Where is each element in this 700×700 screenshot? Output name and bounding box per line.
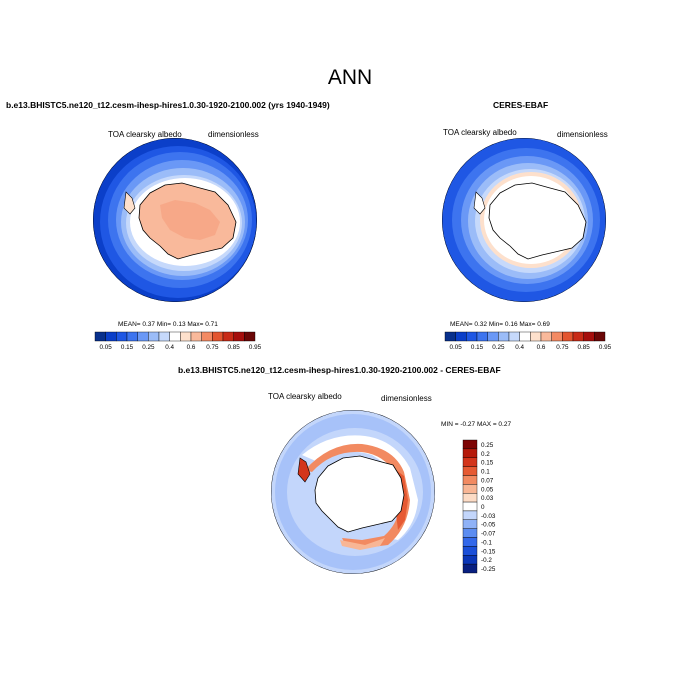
colorbar-swatch — [462, 546, 478, 556]
colorbar-tick-label: 0.6 — [537, 344, 546, 351]
colorbar-swatch — [462, 448, 478, 458]
colorbar-swatch — [94, 331, 106, 342]
colorbar-swatch — [462, 484, 478, 494]
panel-diff-stats: MIN = -0.27 MAX = 0.27 — [441, 421, 512, 428]
colorbar-swatch — [462, 493, 478, 503]
colorbar-swatch — [462, 528, 478, 538]
colorbar-tick-label: -0.2 — [481, 557, 492, 564]
colorbar-swatch — [222, 331, 234, 342]
colorbar-swatch — [530, 331, 542, 342]
colorbar-swatch — [508, 331, 520, 342]
colorbar-swatch — [462, 537, 478, 547]
colorbar-tick-label: 0.05 — [481, 486, 494, 493]
colorbar-tick-label: -0.15 — [481, 548, 496, 555]
panel-diff-units-label: dimensionless — [381, 394, 432, 403]
colorbar-tick-label: 0.2 — [481, 451, 490, 458]
colorbar-swatch — [169, 331, 181, 342]
colorbar-tick-label: 0.25 — [481, 442, 494, 449]
colorbar-swatch — [462, 555, 478, 565]
panel-model-title: b.e13.BHISTC5.ne120_t12.cesm-ihesp-hires… — [6, 100, 330, 110]
panel-model-units-label: dimensionless — [208, 130, 259, 139]
map-model — [93, 138, 257, 302]
colorbar-tick-label: 0.03 — [481, 495, 494, 502]
colorbar-tick-label: -0.07 — [481, 531, 496, 538]
colorbar-tick-label: 0.95 — [249, 344, 262, 351]
panel-model-stats: MEAN= 0.37 Min= 0.13 Max= 0.71 — [118, 321, 218, 328]
colorbar-tick-label: 0.1 — [481, 469, 490, 476]
colorbar-tick-label: 0.05 — [100, 344, 113, 351]
colorbar-swatch — [158, 331, 170, 342]
colorbar-swatch — [462, 501, 478, 512]
colorbar-tick-label: 0.07 — [481, 477, 494, 484]
colorbar-tick-label: -0.1 — [481, 539, 492, 546]
colorbar-tick-label: 0.95 — [599, 344, 612, 351]
colorbar-model: 0.05 0.15 0.25 0.4 0.6 0.75 0.85 0.95 — [94, 331, 262, 351]
colorbar-tick-label: 0.4 — [165, 344, 174, 351]
colorbar-tick-label: -0.03 — [481, 513, 496, 520]
colorbar-swatch — [462, 466, 478, 476]
colorbar-tick-label: 0.05 — [450, 344, 463, 351]
colorbar-tick-label: 0.85 — [228, 344, 241, 351]
colorbar-swatch — [519, 331, 531, 342]
panel-obs-units-label: dimensionless — [557, 130, 608, 139]
colorbar-swatch — [594, 331, 606, 342]
figure-title: ANN — [327, 66, 373, 89]
colorbar-tick-label: -0.25 — [481, 566, 496, 573]
colorbar-swatch — [476, 331, 488, 342]
colorbar-tick-label: -0.05 — [481, 522, 496, 529]
antarctica-model — [138, 182, 237, 260]
colorbar-swatch — [455, 331, 467, 342]
colorbar-tick-label: 0.15 — [471, 344, 484, 351]
colorbar-swatch — [551, 331, 563, 342]
map-obs — [442, 138, 606, 302]
colorbar-swatch — [462, 439, 478, 450]
colorbar-tick-label: 0.25 — [492, 344, 505, 351]
colorbar-tick-label: 0.6 — [187, 344, 196, 351]
colorbar-difference: 0.25 0.2 0.15 0.10.07 0.05 0.03 0 -0.03 -0.05 -0.… — [462, 439, 496, 574]
colorbar-swatch — [498, 331, 510, 342]
colorbar-swatch — [444, 331, 456, 342]
colorbar-tick-label: 0.4 — [515, 344, 524, 351]
colorbar-swatch — [244, 331, 256, 342]
map-difference — [271, 410, 435, 574]
colorbar-swatch — [487, 331, 499, 342]
panel-diff-title: b.e13.BHISTC5.ne120_t12.cesm-ihesp-hires… — [178, 365, 501, 375]
panel-obs-variable-label: TOA clearsky albedo — [443, 128, 517, 137]
colorbar-swatch — [201, 331, 213, 342]
antarctica-obs — [488, 182, 587, 260]
colorbar-swatch — [462, 510, 478, 520]
panel-obs-title: CERES-EBAF — [493, 100, 549, 110]
colorbar-swatch — [462, 475, 478, 485]
colorbar-swatch — [180, 331, 192, 342]
colorbar-swatch — [572, 331, 584, 342]
colorbar-swatch — [466, 331, 478, 342]
colorbar-swatch — [212, 331, 224, 342]
colorbar-tick-label: 0.75 — [206, 344, 219, 351]
colorbar-swatch — [148, 331, 160, 342]
colorbar-swatch — [116, 331, 128, 342]
colorbar-tick-label: 0 — [481, 504, 485, 511]
panel-model-variable-label: TOA clearsky albedo — [108, 130, 182, 139]
colorbar-swatch — [233, 331, 245, 342]
colorbar-swatch — [137, 331, 149, 342]
panel-obs-stats: MEAN= 0.32 Min= 0.16 Max= 0.69 — [450, 321, 550, 328]
colorbar-tick-label: 0.75 — [556, 344, 569, 351]
colorbar-obs: 0.05 0.15 0.25 0.4 0.6 0.75 0.85 0.95 — [444, 331, 612, 351]
colorbar-swatch — [190, 331, 202, 342]
colorbar-swatch — [105, 331, 117, 342]
antarctica-difference — [314, 455, 405, 533]
colorbar-tick-label: 0.15 — [481, 460, 494, 467]
panel-diff-variable-label: TOA clearsky albedo — [268, 392, 342, 401]
colorbar-tick-label: 0.15 — [121, 344, 134, 351]
colorbar-swatch — [540, 331, 552, 342]
colorbar-swatch — [462, 563, 478, 574]
colorbar-tick-label: 0.85 — [578, 344, 591, 351]
colorbar-swatch — [462, 457, 478, 467]
colorbar-swatch — [462, 519, 478, 529]
colorbar-swatch — [583, 331, 595, 342]
colorbar-tick-label: 0.25 — [142, 344, 155, 351]
colorbar-swatch — [562, 331, 574, 342]
colorbar-swatch — [126, 331, 138, 342]
